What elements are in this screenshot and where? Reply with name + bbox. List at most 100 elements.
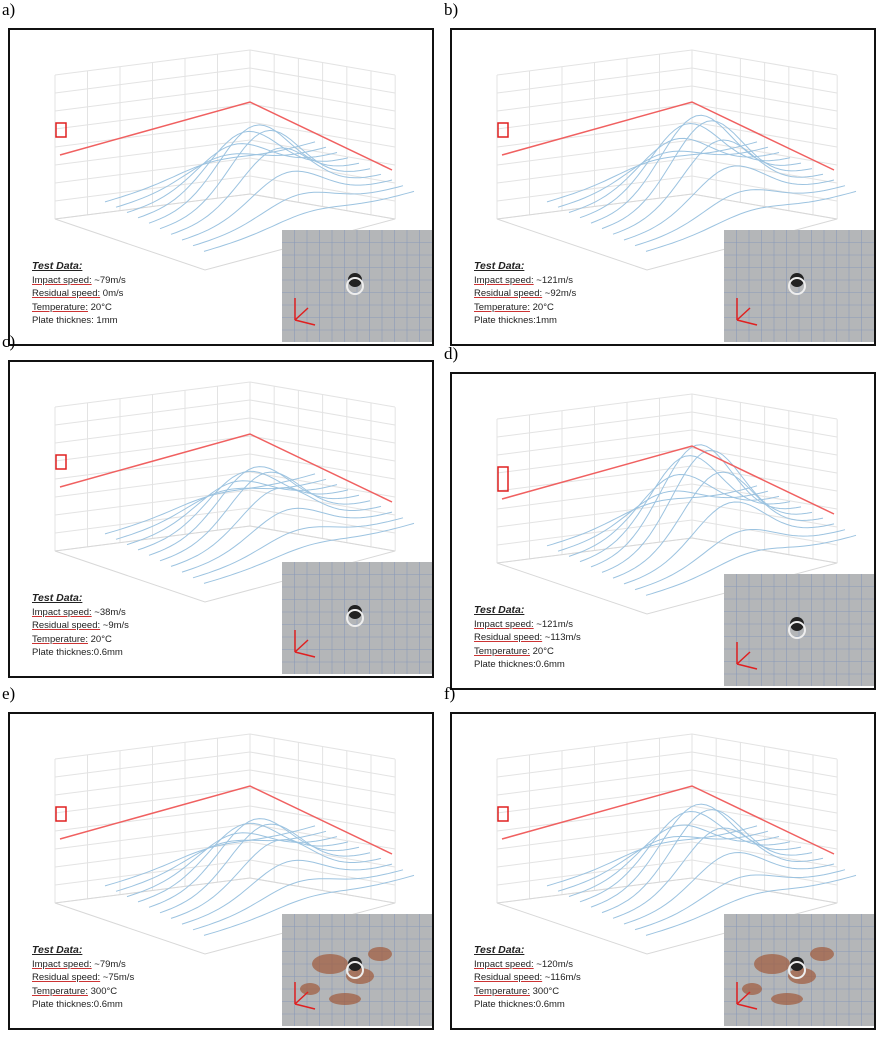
field-label: Plate thicknes: — [32, 999, 94, 1010]
field-value: ~121m/s — [534, 619, 573, 630]
panel-label: d) — [444, 344, 458, 364]
test-data-line: Temperature: 300°C — [32, 985, 134, 999]
field-label: Impact speed: — [32, 959, 92, 970]
surface-line — [547, 142, 757, 202]
test-data-line: Impact speed: ~121m/s — [474, 274, 576, 288]
field-label: Temperature: — [32, 986, 88, 997]
test-data-line: Plate thicknes:0.6mm — [32, 646, 129, 660]
oxide-spot — [300, 983, 320, 995]
field-value: 0.6mm — [94, 999, 123, 1010]
field-value: ~116m/s — [542, 972, 581, 983]
red-box — [56, 123, 66, 137]
field-label: Impact speed: — [474, 619, 534, 630]
panel: Test Data:Impact speed: ~38m/sResidual s… — [8, 360, 434, 678]
field-label: Temperature: — [474, 302, 530, 313]
photo — [724, 574, 874, 686]
field-label: Temperature: — [474, 646, 530, 657]
panel-label: a) — [2, 0, 15, 20]
photo — [724, 230, 874, 342]
test-data: Test Data:Impact speed: ~79m/s Residual s… — [32, 944, 134, 1012]
field-value: 20°C — [88, 302, 112, 313]
test-data-line: Residual speed: 0m/s — [32, 287, 126, 301]
test-data-line: Temperature: 20°C — [32, 633, 129, 647]
panel: Test Data:Impact speed: ~79m/s Residual s… — [8, 712, 434, 1030]
surface-line — [149, 819, 359, 908]
panel-label: f) — [444, 684, 455, 704]
photo — [724, 914, 874, 1026]
panel: Test Data:Impact speed: ~121m/sResidual … — [450, 28, 876, 346]
photo — [282, 230, 432, 342]
test-data-line: Temperature: 300°C — [474, 985, 581, 999]
field-value: ~113m/s — [542, 632, 581, 643]
field-label: Impact speed: — [474, 959, 534, 970]
red-box — [498, 123, 508, 137]
surface-line — [182, 171, 392, 240]
surface-line — [116, 831, 326, 891]
field-value: ~92m/s — [542, 288, 576, 299]
field-value: 20°C — [88, 634, 112, 645]
test-data-line: Plate thicknes:0.6mm — [474, 998, 581, 1012]
oxide-spot — [771, 993, 803, 1005]
field-value: ~75m/s — [100, 972, 134, 983]
field-label: Plate thicknes: — [474, 999, 536, 1010]
test-data-line: Impact speed: ~38m/s — [32, 606, 129, 620]
photo — [282, 914, 432, 1026]
red-box — [498, 807, 508, 821]
field-label: Residual speed: — [474, 972, 542, 983]
field-value: 20°C — [530, 302, 554, 313]
field-value: ~121m/s — [534, 275, 573, 286]
test-data-line: Temperature: 20°C — [474, 645, 581, 659]
field-label: Residual speed: — [32, 972, 100, 983]
panel-label: e) — [2, 684, 15, 704]
field-value: ~79m/s — [92, 275, 126, 286]
field-value: ~79m/s — [92, 959, 126, 970]
field-label: Plate thicknes: — [32, 315, 94, 326]
surface-line — [171, 148, 381, 234]
test-data-heading: Test Data: — [32, 944, 134, 958]
field-value: ~38m/s — [92, 607, 126, 618]
field-label: Impact speed: — [32, 607, 92, 618]
field-label: Impact speed: — [32, 275, 92, 286]
field-value: 0.6mm — [536, 659, 565, 670]
test-data-heading: Test Data: — [32, 592, 129, 606]
field-value: 0.6mm — [536, 999, 565, 1010]
surface-line — [116, 479, 326, 539]
test-data-line: Residual speed: ~116m/s — [474, 971, 581, 985]
test-data-line: Plate thicknes:0.6mm — [474, 658, 581, 672]
panel: Test Data:Impact speed: ~121m/sResidual … — [450, 372, 876, 690]
field-label: Plate thicknes: — [474, 659, 536, 670]
field-value: 1mm — [94, 315, 118, 326]
figure: a)Test Data:Impact speed: ~79m/sResidual… — [0, 0, 879, 1051]
test-data-heading: Test Data: — [474, 260, 576, 274]
test-data-line: Temperature: 20°C — [474, 301, 576, 315]
surface-line — [105, 826, 315, 886]
field-label: Temperature: — [474, 986, 530, 997]
field-value: 20°C — [530, 646, 554, 657]
photo — [282, 562, 432, 674]
field-label: Residual speed: — [474, 632, 542, 643]
test-data: Test Data:Impact speed: ~79m/sResidual s… — [32, 260, 126, 328]
field-value: 300°C — [530, 986, 559, 997]
field-label: Residual speed: — [32, 288, 100, 299]
field-label: Plate thicknes: — [474, 315, 536, 326]
field-value: 0.6mm — [94, 647, 123, 658]
test-data-line: Plate thicknes: 1mm — [32, 314, 126, 328]
oxide-spot — [810, 947, 834, 961]
field-label: Temperature: — [32, 302, 88, 313]
field-value: 0m/s — [100, 288, 123, 299]
oxide-spot — [312, 954, 348, 974]
test-data-line: Plate thicknes:1mm — [474, 314, 576, 328]
test-data-heading: Test Data: — [474, 604, 581, 618]
test-data-line: Plate thicknes:0.6mm — [32, 998, 134, 1012]
red-box — [498, 467, 508, 491]
oxide-spot — [742, 983, 762, 995]
field-label: Plate thicknes: — [32, 647, 94, 658]
field-value: ~9m/s — [100, 620, 129, 631]
test-data-line: Residual speed: ~113m/s — [474, 631, 581, 645]
panel-label: c) — [2, 332, 15, 352]
field-value: 300°C — [88, 986, 117, 997]
oxide-spot — [368, 947, 392, 961]
surface-line — [624, 853, 834, 925]
